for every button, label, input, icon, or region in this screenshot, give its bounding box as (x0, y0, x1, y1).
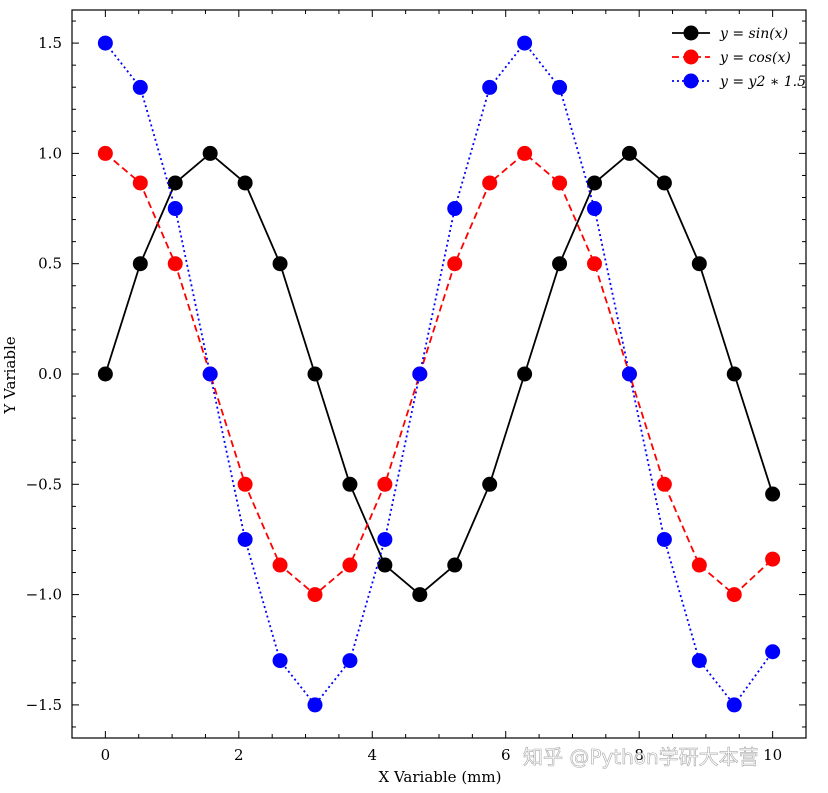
y-tick-label: 0.0 (38, 365, 62, 383)
data-point (691, 653, 707, 669)
data-point (552, 175, 568, 191)
legend-marker (683, 25, 699, 41)
data-point (202, 366, 218, 382)
data-point (342, 476, 358, 492)
legend-marker (683, 49, 699, 65)
series-line (104, 152, 774, 596)
data-point (691, 256, 707, 272)
data-point (726, 587, 742, 603)
data-point (167, 175, 183, 191)
series-line (104, 152, 774, 596)
legend-marker (683, 73, 699, 89)
data-point (97, 366, 113, 382)
data-point (412, 366, 428, 382)
data-point (272, 653, 288, 669)
y-axis-title: Y Variable (1, 336, 19, 414)
data-point (237, 175, 253, 191)
data-point (237, 531, 253, 547)
data-point (587, 201, 603, 217)
data-point (656, 476, 672, 492)
data-point (412, 587, 428, 603)
x-tick-label: 10 (763, 746, 782, 764)
legend: y = sin(x) y = cos(x) y = y2 ∗ 1.5 (672, 25, 806, 90)
data-point (517, 366, 533, 382)
data-point (621, 366, 637, 382)
x-axis-title: X Variable (mm) (379, 768, 502, 786)
data-point (482, 476, 498, 492)
plot-frame (71, 9, 807, 739)
series-0 (97, 145, 781, 603)
data-point (272, 557, 288, 573)
data-point (272, 256, 288, 272)
data-point (656, 175, 672, 191)
data-point (447, 201, 463, 217)
x-tick-label: 4 (367, 746, 377, 764)
data-point (765, 551, 781, 567)
x-tick-label: 0 (101, 746, 111, 764)
legend-label: y = cos(x) (719, 50, 791, 66)
data-point (132, 256, 148, 272)
data-point (202, 145, 218, 161)
data-point (726, 697, 742, 713)
watermark: 知乎 @Python学研大本营 (523, 745, 759, 769)
data-point (97, 35, 113, 51)
y-tick-label: −0.5 (26, 475, 62, 493)
data-point (167, 256, 183, 272)
data-point (377, 531, 393, 547)
data-point (377, 557, 393, 573)
data-point (447, 557, 463, 573)
data-point (517, 145, 533, 161)
legend-item: y = y2 ∗ 1.5 (672, 73, 806, 90)
data-point (517, 35, 533, 51)
data-point (552, 79, 568, 95)
data-point (237, 476, 253, 492)
legend-item: y = sin(x) (672, 25, 788, 42)
data-point (482, 175, 498, 191)
data-point (482, 79, 498, 95)
data-point (167, 201, 183, 217)
legend-label: y = y2 ∗ 1.5 (719, 74, 806, 90)
data-point (342, 653, 358, 669)
series-layer (97, 35, 781, 713)
data-point (691, 557, 707, 573)
data-point (307, 697, 323, 713)
y-tick-label: 1.0 (38, 144, 62, 162)
y-tick-label: −1.5 (26, 696, 62, 714)
x-tick-label: 8 (634, 746, 644, 764)
data-point (587, 256, 603, 272)
data-point (552, 256, 568, 272)
data-point (765, 644, 781, 660)
y-tick-label: 1.5 (38, 34, 62, 52)
data-point (621, 145, 637, 161)
data-point (447, 256, 463, 272)
data-point (377, 476, 393, 492)
data-point (307, 366, 323, 382)
data-point (726, 366, 742, 382)
data-point (656, 531, 672, 547)
data-point (342, 557, 358, 573)
x-tick-label: 6 (501, 746, 511, 764)
legend-item: y = cos(x) (672, 49, 791, 66)
plot-area: 0 2 4 6 8 10 −1.5 −1.0 −0.5 0.0 0.5 1.0 1.5 (26, 9, 807, 764)
y-tick-label: −1.0 (26, 586, 62, 604)
series-2 (97, 35, 781, 713)
data-point (307, 587, 323, 603)
data-point (587, 175, 603, 191)
y-tick-label: 0.5 (38, 255, 62, 273)
data-point (97, 145, 113, 161)
x-tick-label: 2 (234, 746, 244, 764)
data-point (765, 486, 781, 502)
legend-label: y = sin(x) (719, 26, 788, 42)
data-point (132, 175, 148, 191)
data-point (132, 79, 148, 95)
